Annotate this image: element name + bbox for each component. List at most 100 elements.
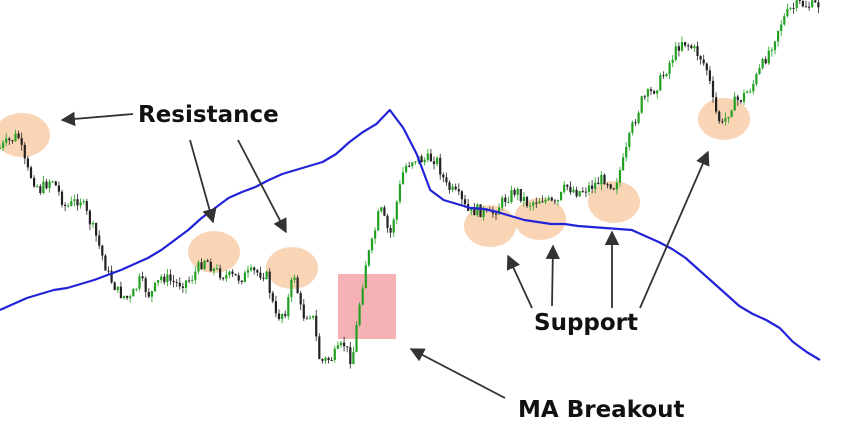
candle-body (60, 191, 64, 205)
candle-body (457, 189, 460, 192)
candle-body (346, 346, 349, 348)
candle-body (315, 315, 318, 337)
candle-body (274, 301, 277, 314)
candle-body (107, 270, 110, 272)
candle-body (358, 304, 361, 325)
candle-body (200, 262, 203, 269)
candle-body (622, 157, 625, 171)
candle-body (166, 274, 169, 283)
candle-body (29, 167, 33, 178)
candle-body (188, 280, 191, 282)
candle-body (609, 184, 612, 189)
candle-body (197, 262, 200, 272)
candle-body (795, 0, 798, 9)
candle-body (355, 324, 358, 352)
candle-body (491, 211, 494, 214)
candle-body (563, 184, 566, 192)
candle-body (215, 268, 219, 270)
candle-body (634, 122, 637, 124)
candle-body (575, 189, 578, 197)
candlestick-series (0, 0, 820, 369)
candle-body (429, 153, 432, 162)
candle-body (153, 282, 157, 292)
candle-body (442, 174, 445, 178)
candle-body (662, 75, 665, 77)
candle-body (299, 293, 302, 305)
candle-body (615, 182, 618, 190)
candle-body (287, 297, 290, 317)
candle-body (736, 96, 739, 101)
candle-body (57, 185, 60, 192)
candle-body (773, 41, 777, 51)
candle-body (721, 121, 724, 123)
candle-body (544, 199, 547, 202)
candle-body (436, 157, 439, 164)
candle-body (594, 182, 597, 189)
candle-body (160, 276, 163, 281)
candle-body (792, 7, 795, 9)
candle-body (516, 189, 519, 195)
candle-body (377, 211, 380, 231)
candle-body (237, 275, 240, 281)
candle-body (786, 8, 789, 17)
candle-body (560, 191, 563, 201)
candle-body (392, 219, 395, 233)
candle-body (770, 50, 773, 52)
candle-body (228, 271, 231, 275)
candle-body (343, 342, 346, 347)
candle-body (20, 138, 23, 145)
candle-body (553, 200, 556, 202)
candle-body (169, 274, 172, 281)
candle-body (175, 282, 178, 284)
candle-body (222, 277, 225, 279)
candle-body (798, 0, 801, 2)
candle-body (758, 68, 761, 74)
candle-body (312, 315, 315, 318)
candle-body (653, 91, 656, 94)
candle-body (777, 30, 780, 42)
candle-body (538, 201, 541, 204)
candle-body (389, 228, 392, 233)
candle-body (262, 277, 265, 279)
candle-body (482, 209, 485, 218)
candle-body (693, 46, 696, 49)
candle-body (104, 255, 107, 271)
candle-body (42, 181, 45, 193)
candle-body (132, 289, 135, 297)
candle-body (659, 75, 662, 91)
candle-body (739, 100, 742, 102)
candle-body (5, 138, 8, 143)
candle-body (572, 189, 575, 193)
candle-body (767, 50, 770, 64)
support-label: Support (534, 310, 638, 336)
candle-body (113, 282, 116, 290)
candle-body (150, 291, 153, 297)
candle-body (308, 317, 312, 319)
candle-body (541, 201, 544, 203)
candle-body (584, 191, 587, 193)
candle-body (764, 59, 767, 64)
candle-body (587, 185, 591, 192)
candle-body (529, 205, 532, 207)
candle-body (625, 146, 628, 158)
candle-body (234, 273, 237, 276)
resistance-highlight-2 (188, 231, 240, 273)
candle-body (138, 276, 141, 289)
candle-body (259, 272, 262, 278)
candle-body (172, 280, 175, 283)
candle-body (724, 118, 727, 122)
candle-body (225, 275, 228, 279)
candle-body (243, 272, 246, 283)
candle-body (702, 59, 705, 64)
candle-body (76, 199, 79, 206)
candle-body (178, 282, 181, 287)
candle-body (473, 207, 476, 216)
candle-body (144, 278, 147, 292)
support-highlight-3 (588, 181, 640, 223)
candle-body (23, 144, 26, 159)
candle-body (687, 45, 690, 47)
candle-body (184, 280, 188, 288)
candle-body (333, 348, 336, 360)
candle-body (14, 133, 17, 141)
